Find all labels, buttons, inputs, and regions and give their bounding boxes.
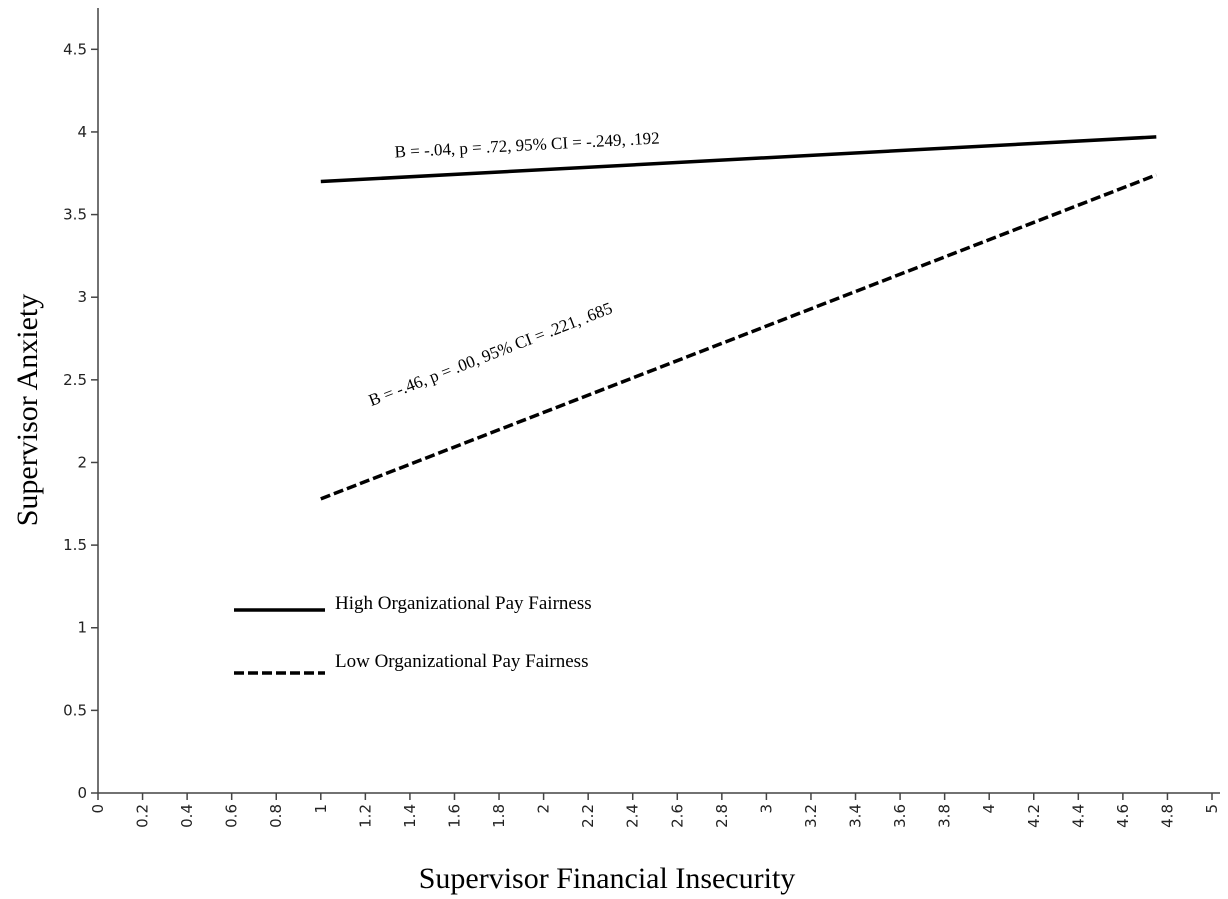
- x-tick-label: 2: [535, 804, 553, 814]
- legend-label: High Organizational Pay Fairness: [335, 593, 592, 614]
- y-tick-label: 3: [77, 288, 87, 306]
- x-tick-label: 3.6: [891, 804, 909, 828]
- legend-label: Low Organizational Pay Fairness: [335, 651, 588, 672]
- series-annotation: B = -.04, p = .72, 95% CI = -.249, .192: [394, 128, 660, 161]
- x-tick-label: 1.6: [445, 804, 463, 828]
- y-tick-label: 0: [77, 784, 87, 802]
- x-tick-label: 1.2: [356, 804, 374, 828]
- x-tick-label: 4: [980, 804, 998, 814]
- x-tick-label: 5: [1203, 804, 1221, 814]
- y-tick-label: 2: [77, 453, 87, 471]
- x-tick-label: 1.4: [401, 804, 419, 828]
- axes: [97, 8, 1220, 794]
- y-tick-label: 4: [77, 123, 87, 141]
- y-axis-title: Supervisor Anxiety: [11, 294, 44, 527]
- y-tick-label: 2.5: [63, 371, 87, 389]
- y-tick-label: 3.5: [63, 206, 87, 224]
- x-tick-label: 0.4: [178, 804, 196, 828]
- x-tick-label: 4.2: [1025, 804, 1043, 828]
- x-tick-label: 0.6: [223, 804, 241, 828]
- series-annotation: B = -.46, p = .00, 95% CI = .221, .685: [366, 298, 615, 410]
- x-tick-label: 0: [89, 804, 107, 814]
- series-layer: [320, 135, 1157, 501]
- x-tick-label: 4.8: [1158, 804, 1176, 828]
- x-tick-label: 2.8: [713, 804, 731, 828]
- x-tick-label: 3: [757, 804, 775, 814]
- series-line-low-pay-fairness: [320, 173, 1157, 501]
- x-tick-label: 4.4: [1069, 804, 1087, 828]
- y-tick-label: 4.5: [63, 40, 87, 58]
- x-tick-label: 0.8: [267, 804, 285, 828]
- y-tick-label: 0.5: [63, 701, 87, 719]
- x-tick-label: 1.8: [490, 804, 508, 828]
- x-ticks: 0 0.2 0.4 0.6 0.8 1 1.2 1.4 1.6 1.8 2 2.2 2.4 2.6 2.8 3…: [89, 793, 1221, 828]
- x-axis-title: Supervisor Financial Insecurity: [419, 862, 796, 895]
- x-tick-label: 0.2: [134, 804, 152, 828]
- x-tick-label: 4.6: [1114, 804, 1132, 828]
- legend: High Organizational Pay Fairness Low Orga…: [234, 593, 592, 675]
- y-ticks: 0 0.5 1 1.5 2 2.5 3 3.5 4 4.5: [63, 40, 98, 802]
- x-tick-label: 2.2: [579, 804, 597, 828]
- x-tick-label: 3.4: [847, 804, 865, 828]
- x-tick-label: 2.4: [624, 804, 642, 828]
- x-tick-label: 3.8: [936, 804, 954, 828]
- x-tick-label: 2.6: [668, 804, 686, 828]
- y-tick-label: 1: [77, 619, 87, 637]
- x-tick-label: 1: [312, 804, 330, 814]
- y-tick-label: 1.5: [63, 536, 87, 554]
- x-tick-label: 3.2: [802, 804, 820, 828]
- series-line-high-pay-fairness: [320, 135, 1157, 184]
